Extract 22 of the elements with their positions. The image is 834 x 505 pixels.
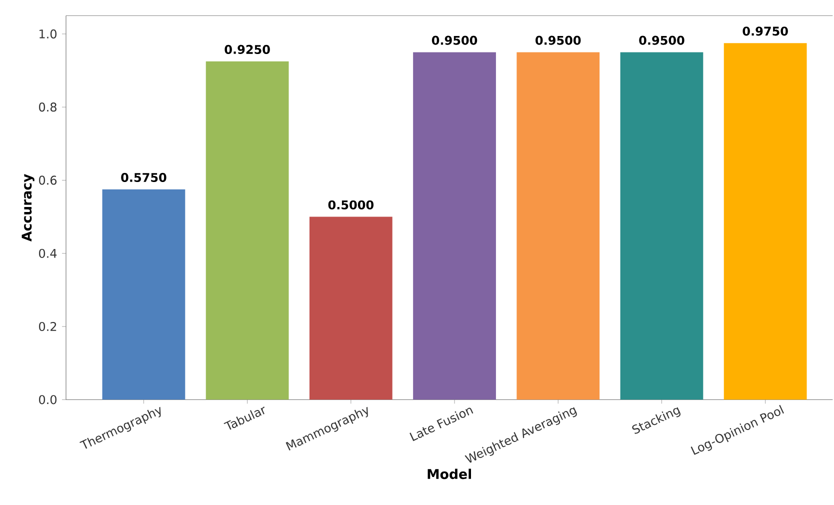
data-label: 0.5000	[328, 200, 374, 210]
y-tick-label: 0.6	[39, 176, 57, 185]
bar	[309, 216, 392, 400]
y-tick-label: 0.8	[39, 102, 56, 112]
data-label: 0.9500	[536, 36, 581, 45]
bar	[516, 52, 600, 400]
y-tick-label: 0.4	[39, 248, 57, 258]
bar	[206, 61, 289, 400]
y-axis-title: Accuracy	[22, 174, 34, 242]
data-label: 0.9750	[742, 26, 788, 36]
data-label: 0.9250	[224, 44, 270, 54]
bar	[102, 189, 186, 400]
x-axis-title: Model	[428, 468, 472, 480]
data-label: 0.9500	[432, 36, 478, 45]
bar	[413, 52, 496, 400]
bar	[620, 52, 704, 400]
data-label: 0.9500	[639, 36, 684, 45]
bar	[724, 43, 807, 400]
y-tick-label: 0.0	[39, 395, 56, 404]
data-label: 0.5750	[121, 172, 166, 182]
y-tick-label: 0.2	[39, 322, 56, 332]
y-tick-label: 1.0	[40, 29, 56, 38]
